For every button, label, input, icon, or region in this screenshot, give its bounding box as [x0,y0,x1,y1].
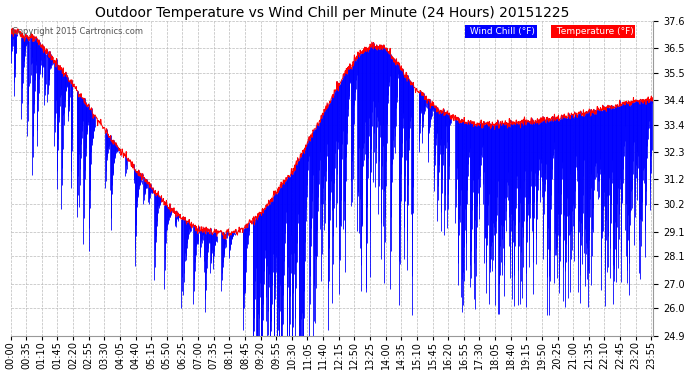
Text: Copyright 2015 Cartronics.com: Copyright 2015 Cartronics.com [12,27,143,36]
Text: Wind Chill (°F): Wind Chill (°F) [466,27,535,36]
Text: Temperature (°F): Temperature (°F) [553,27,633,36]
Title: Outdoor Temperature vs Wind Chill per Minute (24 Hours) 20151225: Outdoor Temperature vs Wind Chill per Mi… [95,6,569,20]
